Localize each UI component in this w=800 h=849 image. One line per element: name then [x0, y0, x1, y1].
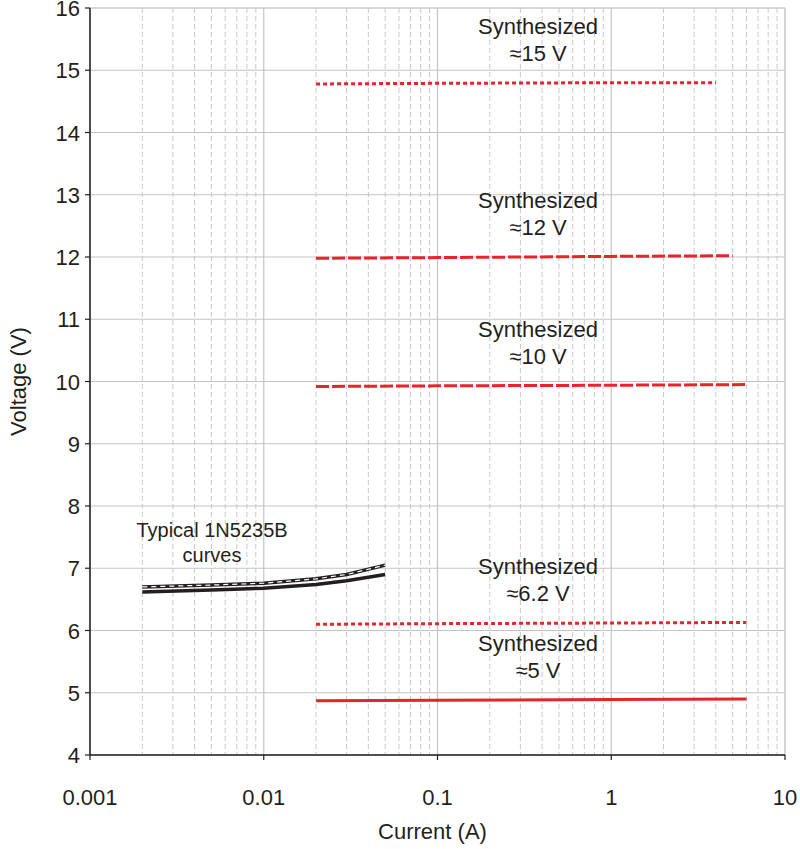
grid-line [90, 692, 785, 693]
grid-line [90, 505, 785, 506]
annotation-line: curves [183, 544, 242, 566]
grid-line [90, 194, 785, 195]
series-label: Synthesized≈15 V [478, 14, 598, 66]
x-tick [437, 755, 438, 760]
x-tick-label: 0.01 [242, 785, 285, 810]
grid-line [90, 443, 785, 444]
label-line: ≈10 V [509, 344, 567, 369]
label-line: Synthesized [478, 631, 598, 656]
grid-line [90, 70, 785, 71]
label-line: Synthesized [478, 14, 598, 39]
label-line: Synthesized [478, 317, 598, 342]
y-tick [85, 630, 90, 631]
x-tick-label: 1 [605, 785, 617, 810]
axes: 4 5 6 7 8 9 10 11 12 13 14 15 16 0.001 0.01 0.1 1 10 [56, 0, 798, 810]
y-tick-label: 10 [56, 370, 80, 395]
grid-line [90, 381, 785, 382]
x-tick [263, 755, 264, 760]
data-group [142, 83, 746, 701]
y-tick [85, 381, 90, 382]
plot-frame [90, 8, 785, 755]
label-line: ≈6.2 V [506, 581, 570, 606]
y-tick-label: 14 [56, 121, 80, 146]
series-label: Synthesized≈6.2 V [478, 554, 598, 606]
x-tick [611, 755, 612, 760]
label-line: Synthesized [478, 554, 598, 579]
y-tick [85, 194, 90, 195]
y-tick [85, 319, 90, 320]
y-tick [85, 256, 90, 257]
series-line [316, 699, 746, 701]
grid-line [90, 319, 785, 320]
y-tick [85, 505, 90, 506]
series-label: Synthesized≈5 V [478, 631, 598, 683]
y-tick-label: 11 [57, 307, 80, 332]
y-tick [85, 754, 90, 755]
y-axis-label: Voltage (V) [6, 327, 31, 436]
background [0, 0, 800, 849]
y-tick-label: 8 [68, 494, 80, 519]
x-axis-label: Current (A) [378, 819, 487, 844]
y-tick [85, 692, 90, 693]
grid-line [90, 630, 785, 631]
y-tick-label: 7 [68, 556, 80, 581]
series-line [316, 622, 746, 624]
annotation-line: Typical 1N5235B [136, 519, 287, 541]
y-tick-label: 16 [56, 0, 80, 21]
label-line: Synthesized [478, 188, 598, 213]
y-tick [85, 568, 90, 569]
series-line-dash-overlay [142, 565, 385, 587]
grid-line [90, 256, 785, 257]
y-tick-label: 6 [68, 619, 80, 644]
x-tick-label: 10 [773, 785, 797, 810]
y-tick [85, 443, 90, 444]
x-tick-label: 0.1 [422, 785, 453, 810]
y-tick-label: 4 [68, 743, 80, 768]
y-tick [85, 7, 90, 8]
annotation: Typical 1N5235B curves [136, 519, 287, 566]
series-line [142, 565, 385, 587]
x-tick-label: 0.001 [62, 785, 117, 810]
grid-line [90, 132, 785, 133]
y-tick-label: 9 [68, 432, 80, 457]
label-line: ≈5 V [515, 658, 560, 683]
y-tick-label: 12 [56, 245, 80, 270]
labels: Synthesized≈15 VSynthesized≈12 VSynthesi… [136, 14, 598, 683]
y-tick [85, 132, 90, 133]
series-line [316, 385, 746, 387]
grid-line [90, 568, 785, 569]
y-tick-label: 15 [56, 58, 80, 83]
label-line: ≈12 V [509, 215, 567, 240]
chart: 4 5 6 7 8 9 10 11 12 13 14 15 16 0.001 0.01 0.1 1 10 Curre… [0, 0, 800, 849]
x-tick [89, 755, 90, 760]
series-label: Synthesized≈12 V [478, 188, 598, 240]
y-tick-label: 5 [68, 681, 80, 706]
y-tick-label: 13 [56, 183, 80, 208]
x-tick [784, 755, 785, 760]
series-line [316, 83, 716, 84]
label-line: ≈15 V [509, 41, 567, 66]
y-tick [85, 70, 90, 71]
series-label: Synthesized≈10 V [478, 317, 598, 369]
grid [90, 8, 785, 755]
series-line [316, 256, 733, 258]
